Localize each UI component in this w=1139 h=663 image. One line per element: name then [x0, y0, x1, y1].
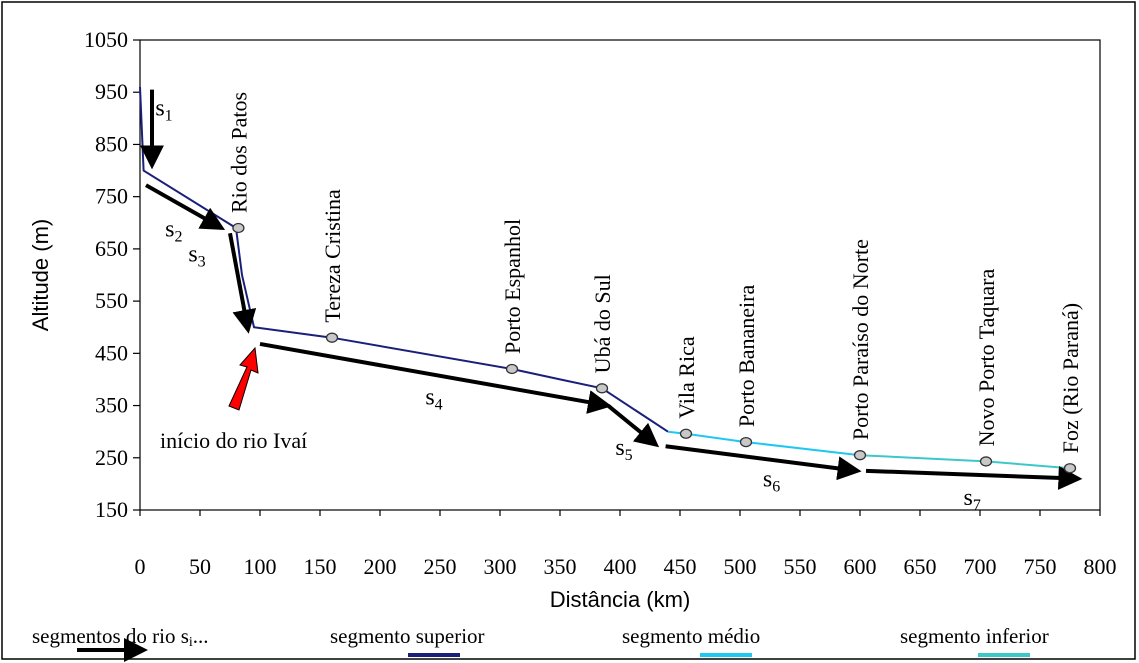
- y-tick-label: 150: [95, 497, 128, 522]
- x-tick-label: 300: [484, 554, 517, 579]
- x-tick-label: 0: [135, 554, 146, 579]
- segment-label: s2: [165, 217, 182, 246]
- segment-label-subscript: 5: [625, 447, 633, 464]
- y-tick-label: 550: [95, 288, 128, 313]
- place-label: Porto Bananeira: [734, 285, 759, 428]
- place-marker: [505, 363, 519, 375]
- segment-label-letter: s: [188, 242, 197, 268]
- place-marker: [739, 436, 753, 448]
- x-tick-label: 650: [904, 554, 937, 579]
- segment-label-letter: s: [155, 95, 164, 121]
- legend-label: segmento médio: [622, 624, 760, 648]
- segment-label: s1: [155, 95, 172, 124]
- place-label: Porto Paraíso do Norte: [848, 239, 873, 440]
- x-tick-label: 550: [784, 554, 817, 579]
- x-tick-label: 700: [964, 554, 997, 579]
- segment-label: s4: [425, 385, 442, 414]
- segment-label-letter: s: [763, 467, 772, 493]
- y-tick-label: 850: [95, 131, 128, 156]
- y-axis-label: Altitude (m): [28, 219, 53, 331]
- segment-label-subscript: 2: [174, 229, 182, 246]
- x-axis-label: Distância (km): [550, 587, 691, 612]
- legend-label-text: segmentos do rio s: [32, 624, 189, 648]
- segment-arrow: [606, 404, 660, 448]
- legend-label: segmentos do rio si...: [32, 624, 209, 650]
- legend-label: segmento inferior: [900, 624, 1049, 648]
- x-tick-label: 600: [844, 554, 877, 579]
- place-marker: [325, 332, 339, 343]
- place-marker: [595, 383, 609, 394]
- legend-label-suffix: ...: [193, 624, 209, 648]
- x-tick-label: 450: [664, 554, 697, 579]
- segment-label: s7: [964, 485, 981, 514]
- legend-label-text: segmento inferior: [900, 624, 1049, 648]
- place-label: Tereza Cristina: [320, 189, 345, 323]
- legend-label: segmento superior: [330, 624, 485, 648]
- place-marker: [232, 222, 245, 234]
- legend-label-text: segmento superior: [330, 624, 485, 648]
- segment-arrow: [865, 465, 1083, 490]
- segment-label-letter: s: [165, 217, 174, 243]
- place-marker: [853, 450, 867, 461]
- place-label: Ubá do Sul: [590, 274, 615, 373]
- y-tick-label: 1050: [84, 27, 128, 52]
- y-tick-label: 950: [95, 79, 128, 104]
- y-tick-label: 750: [95, 184, 128, 209]
- segment-label-subscript: 7: [973, 497, 981, 514]
- y-tick-label: 450: [95, 340, 128, 365]
- y-tick-label: 350: [95, 393, 128, 418]
- segment-arrow: [145, 183, 226, 230]
- y-tick-label: 250: [95, 445, 128, 470]
- x-tick-label: 400: [604, 554, 637, 579]
- x-tick-label: 50: [189, 554, 211, 579]
- start-annotation: início do rio Ivaí: [160, 428, 307, 453]
- y-tick-label: 650: [95, 236, 128, 261]
- red-start-arrow: [228, 346, 259, 411]
- x-tick-label: 150: [304, 554, 337, 579]
- series-line: [667, 430, 861, 457]
- x-tick-label: 200: [364, 554, 397, 579]
- segment-label: s3: [188, 242, 205, 271]
- x-tick-label: 250: [424, 554, 457, 579]
- segment-label-letter: s: [615, 435, 624, 461]
- series-line: [139, 86, 669, 433]
- segment-label-letter: s: [964, 485, 973, 511]
- x-tick-label: 350: [544, 554, 577, 579]
- segment-arrow: [228, 232, 257, 334]
- place-marker: [1063, 463, 1077, 474]
- segment-label-subscript: 6: [772, 479, 780, 496]
- x-tick-label: 800: [1084, 554, 1117, 579]
- legend-label-subscript: i: [189, 635, 193, 650]
- x-tick-label: 100: [244, 554, 277, 579]
- legend-label-text: segmento médio: [622, 624, 760, 648]
- segment-label: s5: [615, 435, 632, 464]
- segment-label: s6: [763, 467, 780, 496]
- place-label: Rio dos Patos: [226, 92, 251, 213]
- place-label: Porto Espanhol: [500, 219, 525, 354]
- place-marker: [979, 456, 993, 467]
- segment-arrow: [259, 341, 612, 414]
- legend: segmentos do rio si... segmento superior s…: [32, 624, 1049, 662]
- x-tick-label: 750: [1024, 554, 1057, 579]
- place-marker: [679, 428, 693, 439]
- place-label: Novo Porto Taquara: [974, 269, 999, 447]
- place-label: Vila Rica: [674, 336, 699, 419]
- x-tick-label: 500: [724, 554, 757, 579]
- segment-label-letter: s: [425, 385, 434, 411]
- place-label: Foz (Rio Paraná): [1058, 303, 1083, 453]
- segment-label-subscript: 1: [165, 107, 173, 124]
- segment-label-subscript: 4: [435, 397, 443, 414]
- segment-arrow: [665, 444, 862, 481]
- segment-label-subscript: 3: [198, 254, 206, 271]
